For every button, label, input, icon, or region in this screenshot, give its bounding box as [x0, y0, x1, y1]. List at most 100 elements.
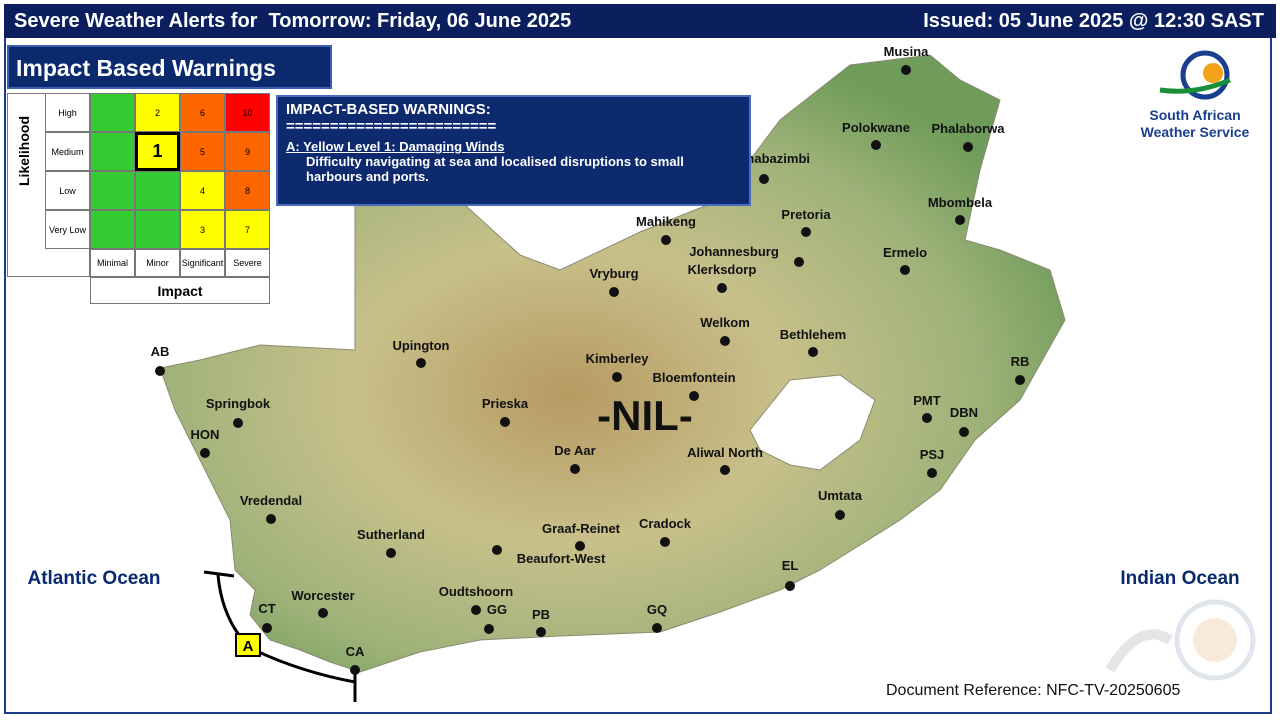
city-dot: [1015, 375, 1025, 385]
city-label: GQ: [647, 602, 667, 617]
city-label: De Aar: [554, 443, 595, 458]
city-dot: [963, 142, 973, 152]
city-label: Prieska: [482, 396, 529, 411]
city-label: Polokwane: [842, 120, 910, 135]
matrix-cell: 9: [225, 132, 270, 171]
city-dot: [959, 427, 969, 437]
city-label: PB: [532, 607, 550, 622]
city-dot: [200, 448, 210, 458]
city-label: Johannesburg: [689, 244, 779, 259]
watermark: [1105, 599, 1256, 681]
city-dot: [575, 541, 585, 551]
city-dot: [689, 391, 699, 401]
city-label: CA: [346, 644, 365, 659]
city-label: Pretoria: [781, 207, 831, 222]
city-dot: [661, 235, 671, 245]
logo: South African Weather Service: [1141, 50, 1250, 140]
matrix-cell: [90, 132, 135, 171]
column-label: Significant: [180, 249, 225, 277]
city-label: Sutherland: [357, 527, 425, 542]
city-dot: [801, 227, 811, 237]
matrix-cell: [90, 171, 135, 210]
column-label: Minimal: [90, 249, 135, 277]
matrix-cell: [90, 210, 135, 249]
city-dot: [155, 366, 165, 376]
column-label: Minor: [135, 249, 180, 277]
city-label: Welkom: [700, 315, 750, 330]
warning-marker: A: [243, 638, 254, 655]
ocean-label: Indian Ocean: [1120, 568, 1239, 589]
city-label: HON: [191, 427, 220, 442]
city-dot: [927, 468, 937, 478]
city-label: Vredendal: [240, 493, 302, 508]
matrix-cell: [135, 210, 180, 249]
matrix-cell: 7: [225, 210, 270, 249]
city-dot: [660, 537, 670, 547]
city-label: PSJ: [920, 447, 945, 462]
matrix-cell: 8: [225, 171, 270, 210]
city-label: Ermelo: [883, 245, 927, 260]
row-label: Very Low: [45, 210, 90, 249]
city-label: Bloemfontein: [652, 370, 735, 385]
row-label: Medium: [45, 132, 90, 171]
city-label: Cradock: [639, 516, 692, 531]
city-dot: [500, 417, 510, 427]
row-label: Low: [45, 171, 90, 210]
city-label: RB: [1011, 354, 1030, 369]
city-label: AB: [151, 344, 170, 359]
matrix-cell: 2: [135, 93, 180, 132]
city-label: Musina: [884, 44, 930, 59]
city-label: Graaf-Reinet: [542, 521, 621, 536]
city-dot: [350, 665, 360, 675]
document-reference: Document Reference: NFC-TV-20250605: [886, 682, 1181, 699]
city-label: Springbok: [206, 396, 271, 411]
matrix-cell: 4: [180, 171, 225, 210]
city-dot: [570, 464, 580, 474]
city-label: Klerksdorp: [688, 262, 757, 277]
city-dot: [794, 257, 804, 267]
city-label: Phalaborwa: [932, 121, 1006, 136]
city-label: GG: [487, 602, 507, 617]
city-dot: [386, 548, 396, 558]
matrix-cell: 3: [180, 210, 225, 249]
city-label: Kimberley: [586, 351, 650, 366]
warning-separator: ========================: [286, 118, 497, 135]
city-label: Mahikeng: [636, 214, 696, 229]
city-dot: [759, 174, 769, 184]
city-label: Vryburg: [589, 266, 638, 281]
title: Severe Weather Alerts for Tomorrow: Frid…: [14, 10, 572, 32]
warning-heading: IMPACT-BASED WARNINGS:: [286, 101, 491, 118]
city-dot: [484, 624, 494, 634]
city-dot: [901, 65, 911, 75]
city-label: DBN: [950, 405, 978, 420]
city-label: Beaufort-West: [517, 551, 606, 566]
city-label: Aliwal North: [687, 445, 763, 460]
city-label: Upington: [392, 338, 449, 353]
header: Severe Weather Alerts for Tomorrow: Frid…: [4, 4, 1276, 38]
city-dot: [652, 623, 662, 633]
warning-label: A: Yellow Level 1: Damaging Winds: [286, 139, 505, 154]
city-dot: [262, 623, 272, 633]
city-dot: [612, 372, 622, 382]
city-dot: [318, 608, 328, 618]
city-dot: [471, 605, 481, 615]
warning-text: Difficulty navigating at sea and localis…: [306, 154, 684, 184]
city-dot: [609, 287, 619, 297]
city-dot: [955, 215, 965, 225]
ocean-label: Atlantic Ocean: [27, 568, 160, 589]
column-label: Severe: [225, 249, 270, 277]
city-label: Mbombela: [928, 195, 993, 210]
section-title: Impact Based Warnings: [7, 45, 332, 89]
matrix-cell: 10: [225, 93, 270, 132]
matrix-cell: 5: [180, 132, 225, 171]
city-dot: [871, 140, 881, 150]
city-dot: [416, 358, 426, 368]
risk-matrix: Likelihood High 2 6 10 Medium 1 5 9 Low 4 8 Very Low…: [7, 93, 270, 304]
city-dot: [922, 413, 932, 423]
city-dot: [492, 545, 502, 555]
city-label: Worcester: [291, 588, 354, 603]
logo-text: Weather Service: [1141, 124, 1250, 140]
city-dot: [536, 627, 546, 637]
city-dot: [717, 283, 727, 293]
